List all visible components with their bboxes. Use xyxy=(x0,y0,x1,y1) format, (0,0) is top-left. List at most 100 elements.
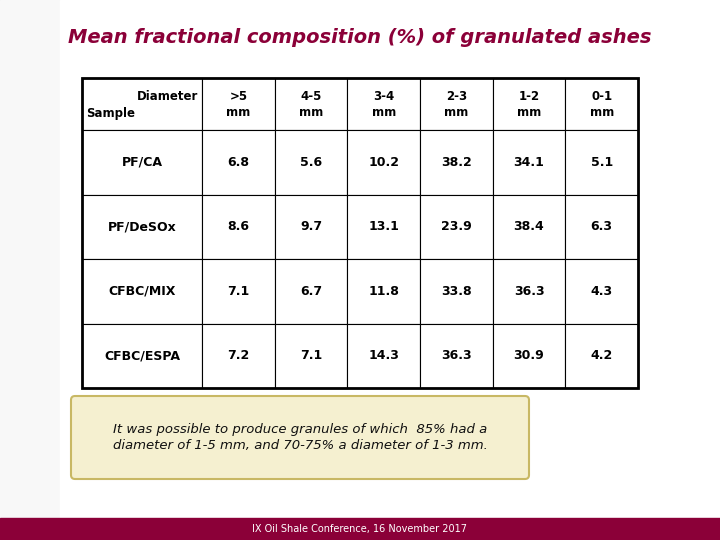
Bar xyxy=(0,0,52,540)
Text: mm: mm xyxy=(226,106,251,119)
Bar xyxy=(0,0,23,540)
Bar xyxy=(202,130,275,194)
Bar xyxy=(0,0,59,540)
Bar xyxy=(202,78,275,130)
Bar xyxy=(0,0,66,540)
Bar xyxy=(0,0,37,540)
Text: mm: mm xyxy=(299,106,323,119)
Bar xyxy=(0,0,32,540)
Text: 6.7: 6.7 xyxy=(300,285,322,298)
Bar xyxy=(0,0,6,540)
Bar xyxy=(0,0,64,540)
Bar xyxy=(0,0,76,540)
Bar xyxy=(0,0,30,540)
Bar xyxy=(420,323,492,388)
Bar xyxy=(0,0,26,540)
Text: 23.9: 23.9 xyxy=(441,220,472,233)
Bar xyxy=(565,78,638,130)
Bar xyxy=(420,130,492,194)
Bar xyxy=(0,0,33,540)
Bar xyxy=(0,0,31,540)
Text: 3-4: 3-4 xyxy=(373,91,395,104)
Bar xyxy=(420,194,492,259)
Bar xyxy=(0,0,55,540)
Bar xyxy=(0,0,2,540)
Text: 6.8: 6.8 xyxy=(228,156,249,168)
Text: mm: mm xyxy=(590,106,614,119)
Bar xyxy=(0,0,16,540)
Bar xyxy=(0,0,71,540)
Text: 30.9: 30.9 xyxy=(513,349,544,362)
Bar xyxy=(82,259,202,323)
Bar xyxy=(0,0,61,540)
Bar xyxy=(0,0,48,540)
Bar xyxy=(0,0,19,540)
Bar xyxy=(0,0,80,540)
Bar xyxy=(420,259,492,323)
Bar xyxy=(0,0,42,540)
Text: 5.6: 5.6 xyxy=(300,156,322,168)
Bar xyxy=(0,0,53,540)
Bar xyxy=(0,0,9,540)
Bar xyxy=(0,0,17,540)
Bar xyxy=(82,78,202,130)
Bar xyxy=(0,0,39,540)
Bar xyxy=(82,323,202,388)
Bar xyxy=(0,0,70,540)
Bar xyxy=(0,0,72,540)
Bar xyxy=(0,0,15,540)
Bar xyxy=(0,0,63,540)
Text: 10.2: 10.2 xyxy=(368,156,400,168)
Text: 38.4: 38.4 xyxy=(513,220,544,233)
Bar xyxy=(275,78,348,130)
Bar xyxy=(275,259,348,323)
Text: mm: mm xyxy=(372,106,396,119)
Bar xyxy=(492,130,565,194)
Bar xyxy=(348,130,420,194)
Text: 2-3: 2-3 xyxy=(446,91,467,104)
Bar xyxy=(0,0,22,540)
Bar xyxy=(0,0,74,540)
Bar xyxy=(0,0,13,540)
Bar xyxy=(348,323,420,388)
Bar xyxy=(0,0,67,540)
Bar xyxy=(0,0,18,540)
Bar xyxy=(0,0,60,540)
Bar xyxy=(202,259,275,323)
Bar xyxy=(0,0,8,540)
Bar xyxy=(0,0,38,540)
Bar xyxy=(0,0,50,540)
Bar xyxy=(0,0,65,540)
Text: Diameter: Diameter xyxy=(137,91,198,104)
Text: CFBC/MIX: CFBC/MIX xyxy=(109,285,176,298)
Bar xyxy=(0,0,36,540)
Text: 1-2: 1-2 xyxy=(518,91,539,104)
Bar xyxy=(0,0,35,540)
Text: 34.1: 34.1 xyxy=(513,156,544,168)
Text: 7.1: 7.1 xyxy=(300,349,323,362)
Text: mm: mm xyxy=(444,106,469,119)
Bar xyxy=(0,0,54,540)
Bar xyxy=(0,0,78,540)
Bar xyxy=(202,194,275,259)
Text: 11.8: 11.8 xyxy=(369,285,399,298)
Bar xyxy=(82,130,202,194)
Text: PF/CA: PF/CA xyxy=(122,156,163,168)
Bar xyxy=(82,194,202,259)
Bar xyxy=(0,0,79,540)
Text: >5: >5 xyxy=(230,91,248,104)
Text: CFBC/ESPA: CFBC/ESPA xyxy=(104,349,180,362)
Text: Mean fractional composition (%) of granulated ashes: Mean fractional composition (%) of granu… xyxy=(68,28,652,47)
Bar xyxy=(0,518,720,540)
Bar xyxy=(0,0,1,540)
Text: PF/DeSOx: PF/DeSOx xyxy=(108,220,176,233)
Bar xyxy=(0,0,45,540)
Bar xyxy=(275,323,348,388)
Bar xyxy=(0,0,57,540)
Text: 4.2: 4.2 xyxy=(590,349,613,362)
Bar xyxy=(0,0,11,540)
Text: 14.3: 14.3 xyxy=(369,349,399,362)
Text: 5.1: 5.1 xyxy=(590,156,613,168)
Bar xyxy=(0,0,3,540)
Bar xyxy=(0,0,4,540)
